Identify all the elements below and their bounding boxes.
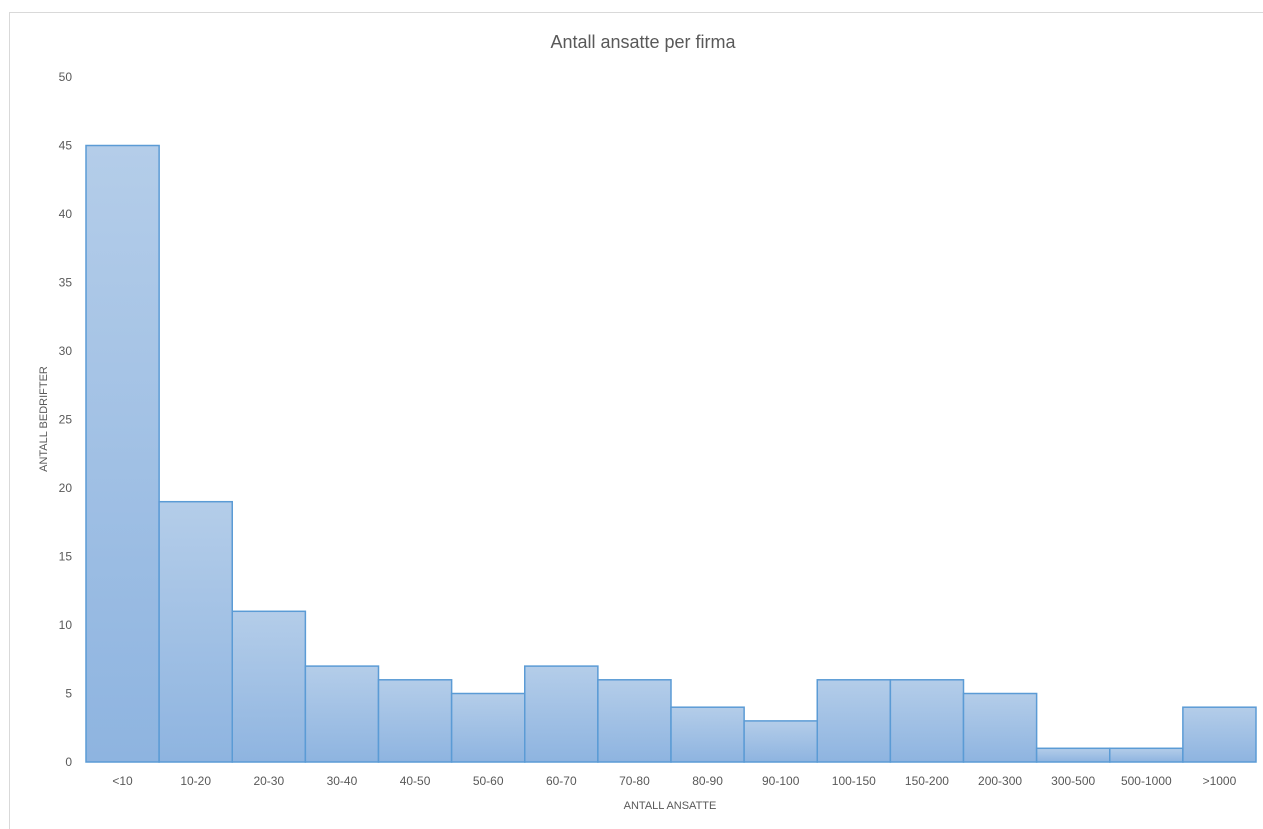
x-axis-title: ANTALL ANSATTE bbox=[624, 800, 717, 812]
y-tick-label: 10 bbox=[59, 618, 73, 632]
y-tick-label: 5 bbox=[65, 687, 72, 701]
x-tick-label: 40-50 bbox=[400, 774, 431, 788]
x-tick-label: 50-60 bbox=[473, 774, 504, 788]
x-tick-label: 80-90 bbox=[692, 774, 723, 788]
x-tick-label: 60-70 bbox=[546, 774, 577, 788]
x-tick-label: 20-30 bbox=[253, 774, 284, 788]
bar bbox=[889, 679, 965, 763]
bar bbox=[743, 720, 818, 763]
bar bbox=[1035, 747, 1111, 763]
y-tick-label: 30 bbox=[59, 344, 73, 358]
bar bbox=[1182, 706, 1257, 763]
x-tick-label: 30-40 bbox=[327, 774, 358, 788]
y-tick-label: 45 bbox=[59, 139, 73, 153]
bar bbox=[816, 679, 892, 763]
y-axis-title: ANTALL BEDRIFTER bbox=[38, 366, 50, 472]
bar bbox=[158, 500, 233, 763]
x-tick-label: 300-500 bbox=[1051, 774, 1095, 788]
x-tick-label: 10-20 bbox=[180, 774, 211, 788]
bar bbox=[597, 679, 672, 763]
chart-title: Antall ansatte per firma bbox=[550, 32, 736, 52]
bar bbox=[670, 706, 745, 763]
x-tick-label: <10 bbox=[112, 774, 133, 788]
y-tick-label: 35 bbox=[59, 276, 73, 290]
y-tick-label: 50 bbox=[59, 70, 73, 84]
x-tick-label: 150-200 bbox=[905, 774, 949, 788]
y-tick-label: 15 bbox=[59, 550, 73, 564]
x-tick-label: 100-150 bbox=[832, 774, 876, 788]
x-tick-label: >1000 bbox=[1203, 774, 1237, 788]
y-tick-label: 25 bbox=[59, 413, 73, 427]
bars-group bbox=[85, 144, 1257, 763]
y-axis-ticks: 0 5 10 15 20 25 30 35 40 45 50 bbox=[59, 70, 73, 769]
y-tick-label: 40 bbox=[59, 207, 73, 221]
x-tick-label: 90-100 bbox=[762, 774, 800, 788]
bar bbox=[1109, 747, 1184, 763]
bar bbox=[524, 665, 599, 763]
bar bbox=[85, 144, 160, 763]
x-tick-label: 200-300 bbox=[978, 774, 1022, 788]
bar bbox=[962, 692, 1038, 763]
x-tick-label: 70-80 bbox=[619, 774, 650, 788]
bar bbox=[231, 610, 307, 763]
y-tick-label: 0 bbox=[65, 755, 72, 769]
bar bbox=[377, 679, 453, 763]
bar bbox=[304, 665, 380, 763]
x-axis-ticks: <10 10-20 20-30 30-40 40-50 50-60 60-70 70-80 80… bbox=[112, 774, 1236, 788]
bar bbox=[450, 692, 526, 763]
x-tick-label: 500-1000 bbox=[1121, 774, 1172, 788]
y-tick-label: 20 bbox=[59, 481, 73, 495]
